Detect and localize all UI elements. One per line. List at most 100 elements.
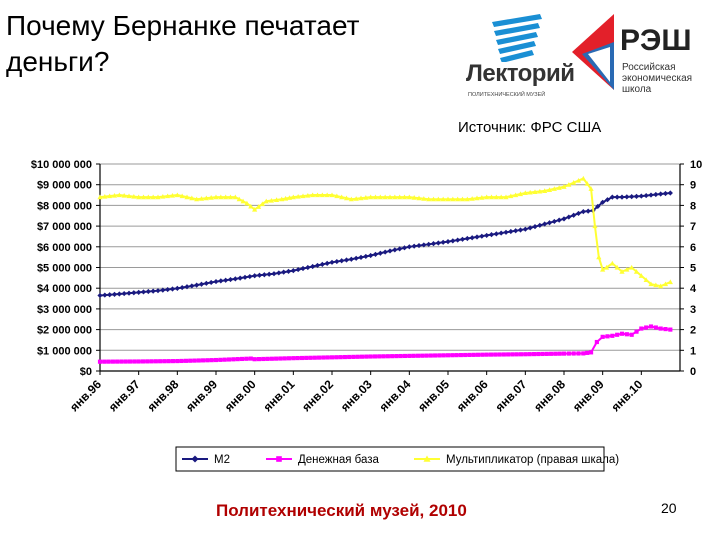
y-left-tick-label: $2 000 000	[37, 325, 92, 337]
data-point	[517, 227, 524, 233]
data-point	[464, 235, 470, 242]
data-point	[629, 332, 634, 337]
data-point	[291, 356, 296, 361]
data-point	[581, 351, 586, 356]
data-point	[196, 358, 201, 363]
y-left-tick-label: $9 000 000	[37, 180, 92, 192]
data-point	[198, 281, 205, 287]
data-point	[638, 273, 644, 278]
x-tick-label: янв.98	[144, 377, 181, 414]
data-point	[300, 193, 306, 199]
data-point	[203, 280, 209, 286]
data-point	[566, 214, 572, 220]
x-tick-label: янв.02	[299, 377, 336, 414]
data-point	[203, 195, 209, 201]
data-point	[619, 194, 625, 200]
lektoriy-logo-subtitle: ПОЛИТЕХНИЧЕСКИЙ МУЗЕЙ	[468, 92, 546, 98]
data-point	[450, 238, 456, 244]
data-point	[299, 355, 305, 361]
data-point	[488, 194, 495, 200]
data-point	[546, 187, 553, 192]
data-point	[488, 232, 495, 238]
data-point	[286, 195, 293, 200]
data-point	[455, 196, 461, 202]
data-point	[501, 352, 506, 357]
data-point	[269, 356, 274, 361]
y-right-tick-label: 1	[690, 345, 696, 357]
data-point	[455, 237, 461, 243]
y-right-tick-label: 4	[690, 283, 697, 295]
x-tick-label: янв.01	[260, 377, 297, 414]
data-point	[153, 359, 158, 364]
data-point	[536, 351, 541, 357]
data-point	[319, 261, 325, 267]
lektoriy-stripe	[494, 23, 540, 36]
data-point	[445, 196, 451, 202]
data-point	[115, 359, 120, 364]
data-point	[358, 254, 364, 260]
data-point	[339, 258, 345, 264]
data-point	[194, 282, 200, 288]
data-point	[517, 191, 524, 197]
data-point	[435, 240, 441, 246]
data-point	[123, 359, 128, 364]
x-tick-label: янв.06	[454, 377, 491, 414]
data-point	[325, 355, 330, 360]
legend-label: Мультипликатор (правая шкала)	[446, 454, 619, 466]
legend-label: M2	[214, 454, 230, 466]
data-point	[401, 194, 408, 200]
data-point	[189, 195, 195, 201]
data-point	[493, 352, 498, 357]
data-point	[205, 358, 210, 363]
data-point	[121, 192, 127, 198]
data-point	[421, 242, 427, 248]
data-point	[235, 357, 240, 362]
data-point	[329, 355, 335, 360]
data-point	[537, 222, 543, 228]
data-point	[213, 194, 219, 200]
data-point	[513, 228, 519, 234]
data-point	[247, 273, 253, 280]
data-point	[188, 358, 193, 363]
data-point	[223, 194, 229, 200]
y-right-tick-label: 7	[690, 221, 696, 233]
x-tick-label: янв.08	[531, 377, 568, 414]
data-point	[283, 195, 289, 201]
data-point	[248, 356, 253, 361]
data-point	[658, 191, 664, 197]
data-point	[624, 332, 629, 337]
data-point	[527, 225, 533, 231]
y-right-tick-label: 0	[690, 366, 696, 378]
data-point	[576, 351, 581, 356]
data-point	[390, 354, 395, 359]
data-point	[398, 353, 403, 359]
data-point	[471, 352, 476, 357]
y-left-tick-label: $5 000 000	[37, 263, 92, 275]
data-point	[440, 196, 446, 202]
lektoriy-stripe	[496, 32, 538, 45]
data-point	[440, 239, 446, 245]
data-point	[592, 223, 598, 229]
y-right-tick-label: 6	[690, 242, 696, 254]
data-point	[355, 354, 360, 359]
data-point	[551, 218, 557, 225]
data-point	[121, 290, 127, 297]
data-point	[165, 193, 171, 199]
data-point	[131, 290, 137, 296]
data-point	[658, 283, 664, 289]
data-point	[523, 352, 528, 357]
data-point	[127, 359, 133, 364]
data-point	[232, 194, 238, 200]
data-point	[532, 189, 538, 195]
data-point	[351, 354, 356, 359]
data-point	[619, 269, 625, 274]
data-point	[584, 181, 590, 186]
data-point	[285, 268, 292, 274]
x-tick-label: янв.99	[183, 377, 220, 414]
legend-item: Мультипликатор (правая шкала)	[414, 454, 619, 466]
data-point	[343, 257, 350, 263]
data-point	[305, 192, 311, 198]
data-point	[191, 455, 199, 463]
data-point	[454, 353, 459, 358]
data-point	[629, 194, 635, 200]
